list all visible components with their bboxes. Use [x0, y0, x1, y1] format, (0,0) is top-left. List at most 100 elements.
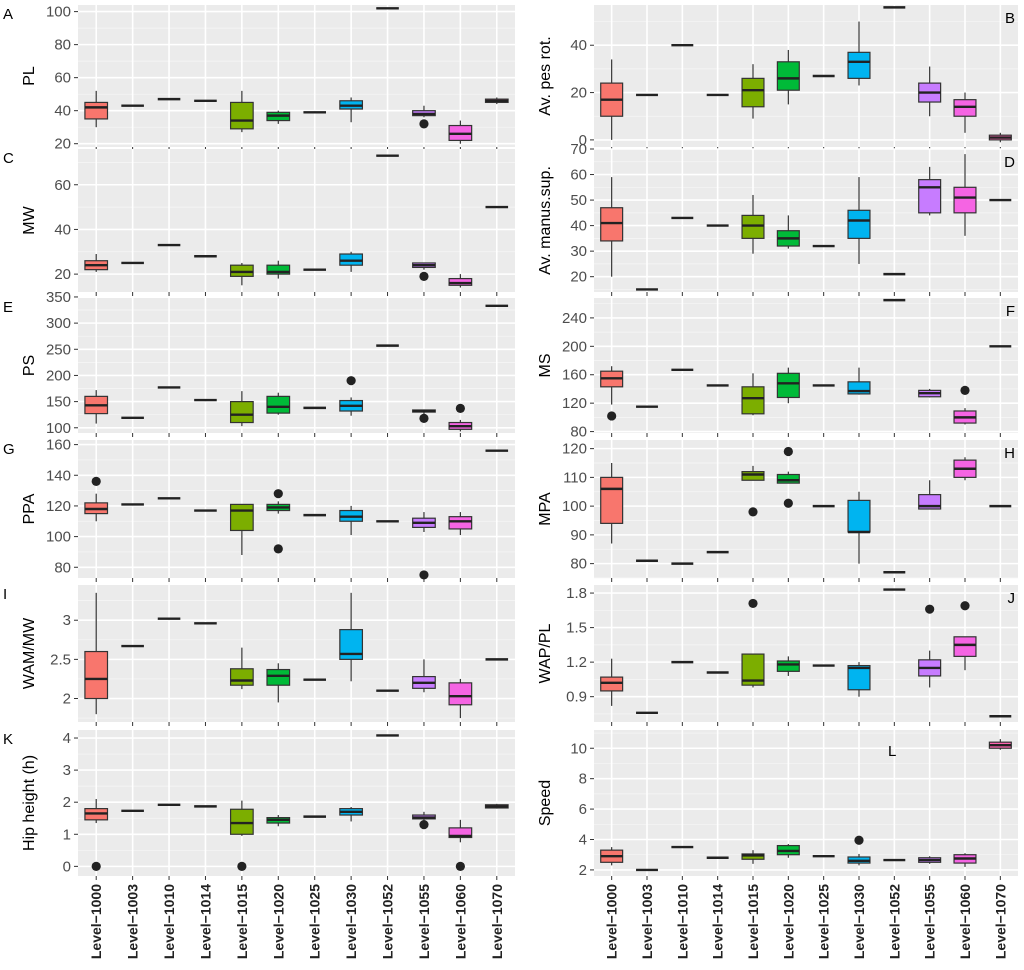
y-tick-label: 60	[54, 70, 71, 87]
box-Level−1060	[448, 274, 473, 288]
box-Level−1060	[448, 819, 473, 843]
y-tick-label: 20	[570, 269, 587, 286]
box-Level−1060	[448, 419, 473, 432]
box-Level−1055	[918, 166, 942, 216]
y-tick-label: 2.5	[50, 651, 71, 668]
x-tick-label: Level−1025	[816, 884, 832, 959]
box-iqr	[266, 668, 291, 686]
y-tick-label: 10	[570, 740, 587, 757]
box-Level−1000	[84, 493, 109, 522]
box-Level−1015	[229, 647, 254, 690]
y-tick-label: 80	[570, 556, 587, 573]
y-axis-label: Av. manus.sup.	[537, 166, 554, 275]
box-Level−1000	[600, 847, 624, 866]
x-tick-label: Level−1014	[710, 884, 726, 959]
box-Level−1000	[84, 390, 109, 424]
box-iqr	[229, 401, 254, 424]
y-tick-label: 60	[570, 167, 587, 184]
x-tick-label: Level−1052	[380, 884, 396, 959]
box-iqr	[953, 636, 977, 657]
box-Level−1060	[953, 457, 977, 481]
box-Level−1000	[600, 177, 624, 277]
box-Level−1000	[600, 463, 624, 544]
box-Level−1060	[953, 154, 977, 236]
outlier-point	[346, 376, 356, 386]
box-Level−1020	[776, 215, 800, 249]
panel-letter: F	[1006, 303, 1015, 320]
panel-J: 0.9 1.2 1.5 1.8 WAP/PL J	[537, 585, 1018, 726]
box-iqr	[847, 499, 871, 533]
y-axis-label: PS	[21, 355, 38, 376]
x-tick-label: Level−1055	[416, 884, 432, 959]
box-Level−1055	[918, 480, 942, 510]
box-Level−1000	[600, 366, 624, 405]
panel-E: 100 150 200 250 300 350 PS E	[3, 289, 515, 437]
panel-A: 20 40 60 80 100 PL A	[3, 4, 515, 153]
panel-background	[78, 5, 515, 147]
y-tick-label: 8	[579, 771, 587, 788]
box-iqr	[741, 653, 765, 686]
box-Level−1000	[600, 658, 624, 706]
outlier-point	[925, 604, 935, 614]
y-tick-label: 40	[570, 218, 587, 235]
y-tick-label: 50	[570, 192, 587, 209]
box-iqr	[776, 473, 800, 484]
box-Level−1015	[229, 800, 254, 836]
box-Level−1020	[776, 656, 800, 676]
box-Level−1015	[741, 64, 765, 119]
y-tick-label: 150	[46, 394, 71, 411]
panel-letter: D	[1004, 154, 1015, 171]
x-tick-label: Level−1030	[343, 884, 359, 959]
outlier-point	[607, 411, 617, 421]
panel-background	[78, 440, 515, 578]
box-iqr	[448, 516, 473, 530]
box-Level−1030	[847, 853, 871, 866]
box-Level−1030	[339, 251, 364, 272]
box-iqr	[953, 186, 977, 214]
box-iqr	[84, 650, 109, 700]
box-iqr	[448, 827, 473, 839]
y-tick-label: 70	[570, 141, 587, 158]
x-tick-label: Level−1020	[270, 884, 286, 959]
panel-background	[594, 149, 1018, 292]
y-axis-label: MS	[537, 354, 554, 378]
outlier-point	[783, 446, 793, 457]
box-Level−1015	[741, 465, 765, 481]
outlier-point	[854, 835, 864, 845]
x-tick-label: Level−1003	[639, 884, 655, 959]
box-Level−1020	[266, 815, 291, 827]
x-tick-label: Level−1015	[745, 884, 761, 959]
box-Level−1030	[847, 177, 871, 264]
outlier-point	[960, 385, 970, 395]
y-tick-label: 2	[63, 691, 71, 708]
outlier-point	[783, 498, 793, 508]
box-iqr	[229, 808, 254, 835]
y-tick-label: 100	[46, 420, 71, 437]
panel-letter: B	[1005, 10, 1015, 27]
x-tick-label: Level−1015	[234, 884, 250, 959]
box-Level−1020	[776, 367, 800, 404]
box-Level−1000	[84, 798, 109, 824]
outlier-point	[419, 820, 429, 830]
box-Level−1070	[484, 803, 509, 809]
panel-letter: E	[3, 299, 13, 316]
box-Level−1055	[918, 650, 942, 688]
box-Level−1055	[918, 856, 942, 864]
box-iqr	[741, 386, 765, 415]
panel-K: 0 1 2 3 4 Hip height (h) K Level−1000 Level−1003…	[3, 730, 515, 959]
x-tick-label: Level−1025	[307, 884, 323, 959]
y-tick-label: 250	[46, 341, 71, 358]
panel-background	[594, 730, 1018, 876]
y-axis-label: Speed	[537, 780, 554, 826]
panel-letter: L	[888, 743, 896, 760]
box-Level−1020	[776, 471, 800, 484]
y-tick-label: 0.9	[566, 689, 587, 706]
y-tick-label: 30	[570, 243, 587, 260]
box-Level−1030	[847, 662, 871, 697]
box-Level−1055	[412, 105, 436, 118]
x-tick-label: Level−1060	[452, 884, 468, 959]
box-Level−1015	[741, 850, 765, 864]
y-tick-label: 200	[562, 338, 587, 355]
x-tick-label: Level−1014	[197, 884, 213, 959]
y-tick-label: 20	[570, 85, 587, 102]
